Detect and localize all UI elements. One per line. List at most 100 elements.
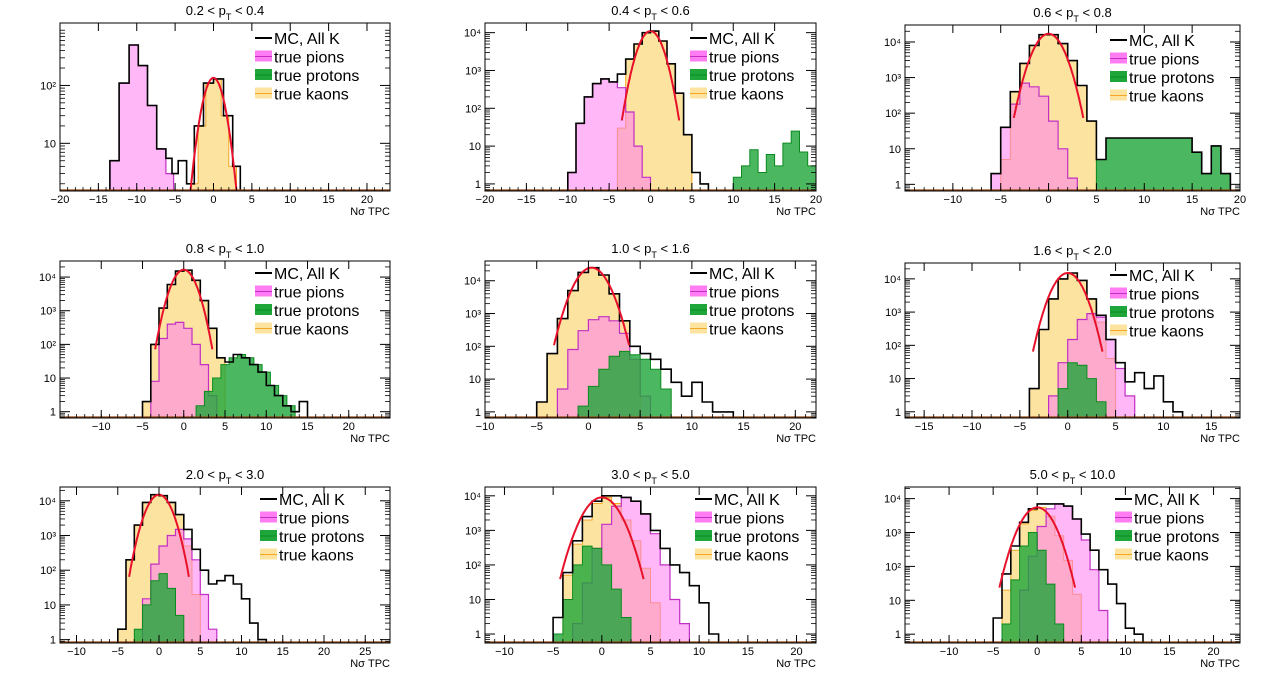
title-tail: < 10.0: [1075, 467, 1115, 482]
legend-entry: true protons: [1129, 70, 1214, 87]
gaussian-fit-curve: [1012, 32, 1085, 119]
x-tick-label: −10: [940, 646, 959, 658]
x-axis-label: Nσ TPC: [776, 206, 816, 218]
y-tick-label: 10³: [40, 306, 56, 318]
y-tick-label: 10³: [465, 525, 481, 537]
protons-histogram: [732, 130, 816, 191]
panel-title: 0.6 < pT < 0.8: [1033, 5, 1112, 24]
legend-entry: true kaons: [279, 548, 354, 565]
legend-entry: true protons: [709, 68, 794, 85]
panel-title: 1.6 < pT < 2.0: [1033, 243, 1112, 262]
gaussian-fit-curve: [998, 506, 1077, 588]
x-tick-label: −10: [495, 646, 514, 658]
legend-entry: true protons: [274, 68, 359, 85]
y-tick-label: 1: [475, 407, 481, 419]
title-subscript: T: [651, 250, 657, 260]
mc-all-k-histogram: [567, 30, 710, 191]
y-tick-label: 10⁴: [464, 28, 481, 40]
x-tick-label: −5: [987, 646, 1000, 658]
y-tick-label: 1: [475, 179, 481, 191]
y-tick-label: 1: [50, 635, 56, 647]
panel-title: 5.0 < pT < 10.0: [1030, 467, 1116, 486]
y-tick-label: 1: [895, 407, 901, 419]
plot-area: [60, 44, 390, 191]
gaussian-fit-curve: [1032, 272, 1104, 352]
panel-title: 0.8 < pT < 1.0: [186, 241, 265, 260]
panel-5: −10 −5 0 5 10 15 20 1 10 10² 10³ 10⁴ Nσ TPC 1.0 < pT …: [464, 241, 817, 445]
x-tick-label: −10: [963, 421, 982, 433]
x-tick-label: −10: [92, 421, 111, 433]
x-tick-label: 5: [249, 194, 255, 206]
x-tick-label: 5: [1093, 194, 1099, 206]
legend-entry: MC, All K: [1129, 268, 1195, 285]
title-main: 5.0 < p: [1030, 467, 1070, 482]
y-tick-label: 10⁴: [39, 496, 56, 508]
x-tick-label: 0: [1034, 646, 1040, 658]
x-tick-label: 10: [727, 194, 739, 206]
y-tick-label: 1: [895, 629, 901, 641]
panel-8: −10 −5 0 5 10 15 20 1 10 10² 10³ 10⁴ Nσ TPC 3.0 < pT …: [464, 467, 817, 670]
legend-entry: true protons: [714, 529, 799, 546]
y-tick-label: 10: [469, 594, 481, 606]
title-tail: < 0.4: [231, 3, 264, 18]
legend-entry: true protons: [1134, 529, 1219, 546]
y-tick-label: 10³: [885, 307, 901, 319]
x-tick-label: −5: [169, 194, 182, 206]
x-tick-label: 15: [1205, 421, 1217, 433]
y-tick-label: 10⁴: [884, 274, 901, 286]
x-tick-label: 10: [284, 194, 296, 206]
title-main: 0.2 < p: [186, 3, 226, 18]
y-tick-label: 10³: [465, 309, 481, 321]
x-tick-label: 0: [1065, 421, 1071, 433]
x-tick-label: 20: [810, 194, 822, 206]
plot-area: [905, 32, 1240, 191]
plot-frame: [59, 22, 391, 192]
x-tick-label: 20: [1207, 646, 1219, 658]
panel-6: −15 −10 −5 0 5 10 15 1 10 10² 10³ 10⁴ Nσ TPC 1.6 < pT…: [884, 243, 1241, 445]
x-tick-label: −20: [476, 194, 495, 206]
legend-entry: true pions: [274, 50, 344, 67]
legend-entry: MC, All K: [274, 31, 340, 48]
title-main: 0.8 < p: [186, 241, 226, 256]
y-tick-label: 10²: [885, 561, 901, 573]
y-tick-label: 10³: [885, 528, 901, 540]
x-tick-label: 0: [181, 421, 187, 433]
panel-title: 0.2 < pT < 0.4: [186, 3, 265, 22]
x-tick-label: 10: [235, 646, 247, 658]
panel-title: 1.0 < pT < 1.6: [611, 241, 690, 260]
title-tail: < 1.0: [231, 241, 264, 256]
title-subscript: T: [226, 476, 232, 486]
protons-histogram: [133, 573, 185, 643]
plot-area: [60, 268, 390, 418]
title-subscript: T: [1073, 252, 1079, 262]
y-tick-label: 1: [475, 629, 481, 641]
x-tick-label: −5: [111, 646, 124, 658]
title-tail: < 3.0: [231, 467, 264, 482]
x-tick-label: 5: [1078, 646, 1084, 658]
title-main: 3.0 < p: [611, 467, 651, 482]
gaussian-fit-curve: [620, 30, 681, 121]
x-tick-label: 15: [1186, 194, 1198, 206]
y-tick-label: 10: [44, 600, 56, 612]
x-axis-label: Nσ TPC: [1200, 433, 1240, 445]
legend-entry: MC, All K: [1134, 492, 1200, 509]
x-tick-label: 15: [742, 646, 754, 658]
y-tick-label: 10: [889, 595, 901, 607]
x-tick-label: −5: [547, 646, 560, 658]
y-tick-label: 10²: [465, 341, 481, 353]
y-tick-label: 10³: [40, 531, 56, 543]
protons-histogram: [577, 350, 672, 418]
y-tick-label: 10: [889, 144, 901, 156]
x-tick-label: −15: [89, 194, 108, 206]
x-tick-label: 5: [647, 646, 653, 658]
y-tick-label: 10⁴: [464, 276, 481, 288]
panel-9: −10 −5 0 5 10 15 20 1 10 10² 10³ 10⁴ Nσ TPC 5.0 < pT …: [884, 467, 1241, 670]
mc-all-k-histogram: [141, 269, 309, 418]
x-tick-label: 20: [790, 646, 802, 658]
gaussian-fit-curve: [559, 496, 645, 580]
title-tail: < 0.8: [1079, 5, 1112, 20]
x-axis-label: Nσ TPC: [1200, 658, 1240, 670]
legend-entry: true pions: [1134, 511, 1204, 528]
x-tick-label: 5: [1113, 421, 1119, 433]
